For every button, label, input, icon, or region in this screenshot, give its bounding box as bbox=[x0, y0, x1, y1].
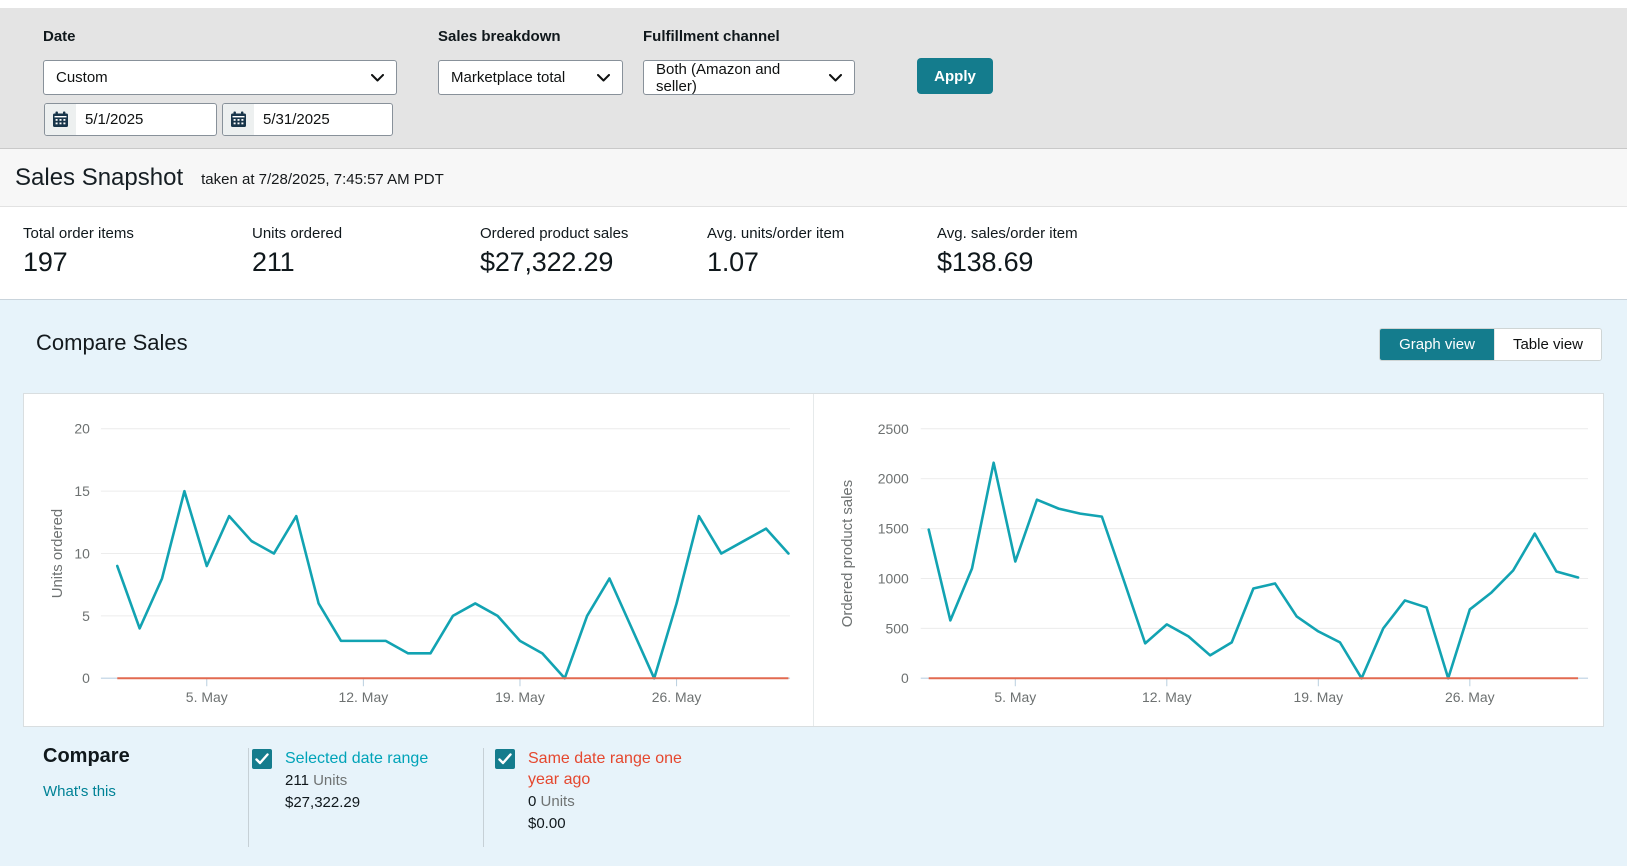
snapshot-timestamp: taken at 7/28/2025, 7:45:57 AM PDT bbox=[201, 170, 444, 188]
whats-this-link[interactable]: What's this bbox=[43, 783, 116, 800]
legend-divider bbox=[483, 748, 484, 847]
svg-text:500: 500 bbox=[885, 620, 909, 636]
fulfillment-channel-value: Both (Amazon and seller) bbox=[656, 60, 781, 95]
stat-value: $27,322.29 bbox=[480, 247, 614, 277]
stat-value: 211 bbox=[252, 247, 295, 277]
svg-text:15: 15 bbox=[74, 483, 90, 499]
svg-text:1500: 1500 bbox=[878, 521, 909, 537]
stat-label: Total order items bbox=[23, 225, 134, 242]
compare-legend-title: Compare bbox=[43, 745, 130, 767]
sales-breakdown-value: Marketplace total bbox=[451, 69, 566, 86]
legend-units: 0 Units bbox=[528, 793, 700, 810]
svg-text:12. May: 12. May bbox=[339, 689, 389, 705]
ordered-product-sales-chart[interactable]: 0 500 1000 1500 2000 2500 5. May 12. May 19. May… bbox=[814, 394, 1603, 726]
legend-item-selected-date-range: Selected date range 211 Units $27,322.29 bbox=[252, 748, 428, 811]
svg-text:5. May: 5. May bbox=[186, 689, 228, 705]
legend-units-number: 0 bbox=[528, 793, 537, 810]
stat-avg-units-order-item: Avg. units/order item 1.07 bbox=[707, 225, 844, 278]
date-preset-select[interactable]: Custom bbox=[43, 60, 397, 95]
year-ago-checkbox[interactable] bbox=[495, 749, 515, 769]
stat-label: Ordered product sales bbox=[480, 225, 629, 242]
end-date-input[interactable] bbox=[254, 111, 392, 128]
svg-text:10: 10 bbox=[74, 546, 90, 562]
stat-label: Avg. units/order item bbox=[707, 225, 845, 242]
filter-bar: Date Custom Sales breakdown Marketplace … bbox=[0, 8, 1627, 148]
date-preset-value: Custom bbox=[56, 69, 108, 86]
legend-item-text: Same date range one year ago 0 Units $0.… bbox=[528, 748, 700, 832]
legend-amount: $27,322.29 bbox=[285, 794, 361, 811]
svg-text:19. May: 19. May bbox=[495, 689, 545, 705]
stat-value: $138.69 bbox=[937, 247, 1034, 277]
legend-units-number: 211 bbox=[285, 772, 309, 789]
compare-sales-section: Compare Sales Graph view Table view 0 5 10… bbox=[0, 300, 1627, 866]
legend-divider bbox=[248, 748, 249, 847]
chevron-down-icon bbox=[371, 69, 384, 86]
legend-item-year-ago: Same date range one year ago 0 Units $0.… bbox=[495, 748, 700, 832]
view-toggle: Graph view Table view bbox=[1379, 328, 1602, 361]
legend-units-word: Units bbox=[313, 772, 348, 789]
svg-text:Ordered product sales: Ordered product sales bbox=[839, 480, 856, 627]
kpi-stats-row: Total order items 197 Units ordered 211 … bbox=[0, 207, 1627, 300]
svg-text:26. May: 26. May bbox=[1445, 689, 1495, 705]
table-view-button[interactable]: Table view bbox=[1494, 329, 1601, 360]
fulfillment-channel-select[interactable]: Both (Amazon and seller) bbox=[643, 60, 855, 95]
svg-text:5. May: 5. May bbox=[994, 689, 1036, 705]
chevron-down-icon bbox=[829, 69, 842, 86]
svg-text:20: 20 bbox=[74, 421, 90, 437]
legend-units-word: Units bbox=[540, 793, 575, 810]
compare-sales-title: Compare Sales bbox=[36, 330, 188, 355]
stat-value: 197 bbox=[23, 247, 68, 277]
stat-value: 1.07 bbox=[707, 247, 759, 277]
stat-label: Units ordered bbox=[252, 225, 343, 242]
start-date-input[interactable] bbox=[76, 111, 216, 128]
calendar-icon[interactable] bbox=[223, 104, 254, 135]
svg-text:Units ordered: Units ordered bbox=[49, 509, 66, 598]
date-filter-label: Date bbox=[43, 28, 76, 45]
svg-text:19. May: 19. May bbox=[1293, 689, 1343, 705]
svg-text:2000: 2000 bbox=[878, 471, 909, 487]
legend-amount: $0.00 bbox=[528, 815, 566, 832]
charts-panel: 0 5 10 15 20 5. May 12. May 19. May 26. May Units… bbox=[23, 393, 1604, 727]
stat-units-ordered: Units ordered 211 bbox=[252, 225, 342, 278]
legend-label: Same date range one year ago bbox=[528, 750, 682, 788]
svg-text:0: 0 bbox=[82, 670, 90, 686]
stat-total-order-items: Total order items 197 bbox=[23, 225, 134, 278]
sales-snapshot-header: Sales Snapshot taken at 7/28/2025, 7:45:… bbox=[0, 148, 1627, 207]
legend-units: 211 Units bbox=[285, 772, 428, 789]
start-date-field bbox=[44, 103, 217, 136]
ordered-product-sales-chart-card: 0 500 1000 1500 2000 2500 5. May 12. May 19. May… bbox=[814, 394, 1603, 726]
svg-text:26. May: 26. May bbox=[652, 689, 702, 705]
stat-ordered-product-sales: Ordered product sales $27,322.29 bbox=[480, 225, 628, 278]
svg-text:1000: 1000 bbox=[878, 570, 909, 586]
svg-text:0: 0 bbox=[901, 670, 909, 686]
legend-item-text: Selected date range 211 Units $27,322.29 bbox=[285, 748, 428, 811]
page-title: Sales Snapshot bbox=[15, 163, 184, 191]
compare-legend: Compare What's this Selected date range … bbox=[0, 727, 1627, 866]
units-ordered-chart-card: 0 5 10 15 20 5. May 12. May 19. May 26. May Units… bbox=[24, 394, 814, 726]
sales-breakdown-select[interactable]: Marketplace total bbox=[438, 60, 623, 95]
svg-text:12. May: 12. May bbox=[1142, 689, 1192, 705]
svg-text:5: 5 bbox=[82, 608, 90, 624]
stat-avg-sales-order-item: Avg. sales/order item $138.69 bbox=[937, 225, 1078, 278]
stat-label: Avg. sales/order item bbox=[937, 225, 1078, 242]
chevron-down-icon bbox=[597, 69, 610, 86]
fulfillment-channel-label: Fulfillment channel bbox=[643, 28, 780, 45]
graph-view-button[interactable]: Graph view bbox=[1380, 329, 1494, 360]
sales-breakdown-label: Sales breakdown bbox=[438, 28, 561, 45]
end-date-field bbox=[222, 103, 393, 136]
selected-range-checkbox[interactable] bbox=[252, 749, 272, 769]
calendar-icon[interactable] bbox=[45, 104, 76, 135]
units-ordered-chart[interactable]: 0 5 10 15 20 5. May 12. May 19. May 26. May Units… bbox=[24, 394, 813, 726]
svg-text:2500: 2500 bbox=[878, 421, 909, 437]
legend-label: Selected date range bbox=[285, 750, 429, 767]
apply-button[interactable]: Apply bbox=[917, 58, 993, 94]
